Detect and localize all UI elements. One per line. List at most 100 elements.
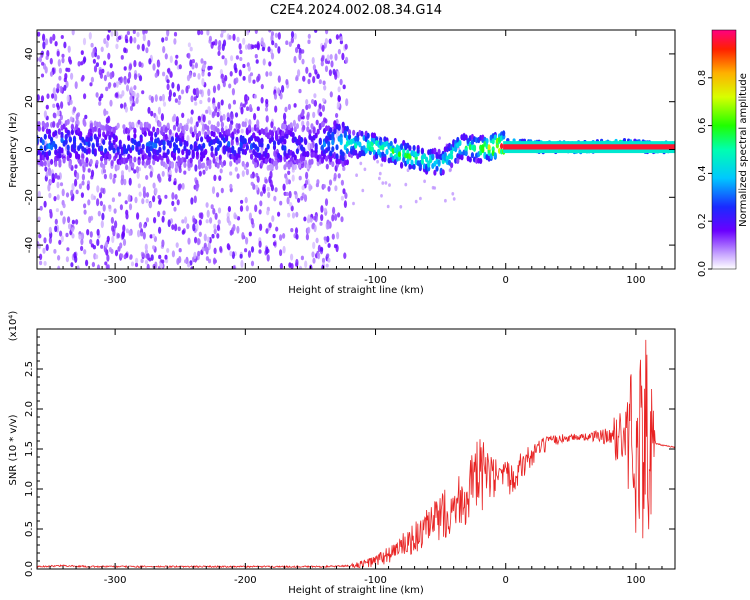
- heat-noise-cell: [192, 72, 196, 77]
- heat-noise-cell: [326, 221, 331, 230]
- heat-noise-cell: [89, 239, 93, 245]
- heat-noise-cell: [57, 265, 61, 269]
- heat-noise-cell: [316, 179, 320, 185]
- heat-noise-cell: [158, 254, 162, 260]
- heat-signal-cell: [468, 156, 472, 163]
- heat-noise-cell: [236, 36, 240, 43]
- heat-noise-cell: [161, 259, 165, 264]
- heat-noise-cell: [419, 196, 422, 201]
- heat-noise-cell: [273, 93, 278, 100]
- heat-noise-cell: [72, 106, 76, 113]
- heat-noise-cell: [161, 170, 165, 177]
- heat-noise-cell: [269, 71, 273, 77]
- heat-noise-cell: [262, 58, 266, 66]
- heatmap-y-tick-label: -40: [24, 237, 35, 253]
- heat-signal-cell: [189, 144, 193, 150]
- heat-signal-cell: [320, 121, 324, 128]
- heat-noise-cell: [161, 239, 165, 248]
- heat-signal-cell: [352, 129, 356, 136]
- heat-signal-cell: [210, 145, 214, 152]
- heat-signal-cell: [341, 151, 345, 158]
- heat-signal-cell: [50, 144, 54, 151]
- heat-noise-cell: [136, 212, 140, 220]
- heat-noise-cell: [92, 58, 96, 64]
- heat-noise-cell: [285, 40, 289, 45]
- heat-noise-cell: [75, 113, 79, 121]
- heat-noise-cell: [86, 229, 90, 236]
- heat-signal-cell: [316, 128, 320, 135]
- heat-noise-cell: [168, 169, 172, 176]
- heat-noise-cell: [166, 248, 170, 253]
- heat-noise-cell: [274, 105, 278, 113]
- heat-noise-cell: [171, 224, 175, 231]
- heat-noise-cell: [178, 64, 182, 70]
- heat-noise-cell: [329, 54, 333, 60]
- heat-noise-cell: [194, 236, 198, 244]
- heat-noise-cell: [290, 31, 295, 38]
- heat-noise-cell: [54, 93, 58, 102]
- heat-noise-cell: [214, 212, 218, 220]
- heat-signal-cell: [256, 146, 260, 153]
- heat-noise-cell: [344, 43, 348, 50]
- heat-noise-cell: [58, 239, 62, 245]
- heat-noise-cell: [234, 166, 238, 172]
- heat-signal-cell: [166, 122, 170, 129]
- heat-noise-cell: [42, 33, 46, 42]
- heat-signal-cell: [189, 128, 193, 134]
- heat-noise-cell: [333, 172, 337, 180]
- heat-signal-cell: [143, 153, 147, 160]
- heat-signal-cell: [183, 162, 187, 168]
- heat-noise-cell: [186, 74, 191, 82]
- heat-noise-cell: [58, 67, 63, 74]
- heat-noise-cell: [48, 169, 52, 177]
- heat-noise-cell: [74, 178, 78, 187]
- heat-noise-cell: [250, 127, 254, 132]
- heat-noise-cell: [191, 59, 195, 64]
- heat-signal-cell: [422, 153, 427, 160]
- heat-signal-cell: [183, 157, 187, 164]
- figure-title: C2E4.2024.002.08.34.G14: [270, 3, 442, 18]
- heat-noise-cell: [43, 261, 47, 266]
- heat-noise-cell: [162, 46, 166, 54]
- snr-x-tick-label: 100: [626, 575, 645, 586]
- heat-noise-cell: [81, 173, 85, 181]
- heat-noise-cell: [305, 66, 309, 74]
- heat-signal-cell: [464, 134, 468, 141]
- heat-noise-cell: [105, 264, 109, 269]
- heat-noise-cell: [322, 184, 326, 189]
- heat-noise-cell: [148, 58, 152, 65]
- colorbar-ticks: 0.0 0.2 0.4 0.6 0.8: [697, 70, 712, 277]
- heat-signal-cell: [329, 156, 333, 163]
- heat-signal-cell: [129, 157, 133, 164]
- heat-noise-cell: [322, 80, 326, 86]
- heat-noise-cell: [229, 229, 233, 236]
- heat-signal-cell: [54, 161, 58, 167]
- heat-noise-cell: [291, 174, 295, 182]
- heat-noise-cell: [378, 176, 381, 181]
- heat-signal-cell: [47, 128, 52, 135]
- heat-signal-cell: [172, 124, 177, 131]
- heat-noise-cell: [431, 185, 435, 190]
- heat-noise-cell: [126, 30, 130, 36]
- heat-noise-cell: [254, 54, 258, 59]
- snr-y-tick-label: 2.5: [24, 361, 35, 377]
- heat-signal-cell: [433, 169, 437, 176]
- heat-signal-cell: [70, 129, 74, 136]
- heat-noise-cell: [250, 181, 254, 186]
- heat-noise-cell: [321, 104, 325, 112]
- heat-noise-cell: [197, 115, 201, 121]
- heat-noise-cell: [321, 44, 325, 52]
- heat-noise-cell: [71, 233, 75, 239]
- heat-noise-cell: [128, 63, 133, 70]
- heat-noise-cell: [157, 195, 161, 200]
- heat-signal-cell: [454, 146, 458, 153]
- heat-signal-cell: [208, 159, 212, 166]
- heat-noise-cell: [53, 196, 57, 202]
- heat-noise-cell: [51, 93, 55, 99]
- heat-signal-cell: [216, 162, 220, 169]
- heat-signal-cell: [102, 125, 106, 132]
- heat-signal-cell: [506, 138, 510, 143]
- heat-signal-cell: [431, 153, 435, 160]
- heat-noise-cell: [232, 265, 236, 269]
- heat-noise-cell: [174, 194, 178, 200]
